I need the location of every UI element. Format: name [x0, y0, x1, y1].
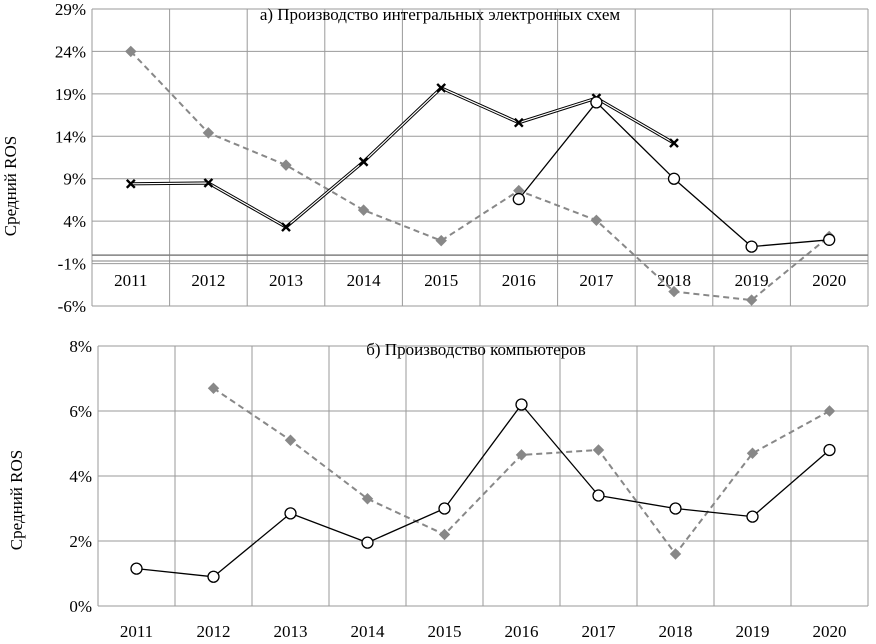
- data-point: [590, 214, 603, 227]
- data-point: [669, 502, 682, 515]
- data-point: [438, 502, 451, 515]
- data-point: [590, 96, 603, 109]
- series-2: [125, 83, 679, 232]
- y-tick-label: 29%: [55, 0, 86, 19]
- panel-b-title: б) Производство компьютеров: [366, 340, 586, 359]
- panel-b-x-ticks: 2011 2012 2013 2014 2015 2016 2017 2018 2019 2020: [120, 622, 847, 641]
- data-point: [284, 434, 297, 446]
- x-tick-label: 2015: [424, 271, 458, 290]
- y-tick-label: 4%: [69, 467, 92, 486]
- data-point: [823, 443, 836, 457]
- x-tick-label: 2020: [813, 622, 847, 639]
- panel-a-y-axis-label: Средний ROS: [1, 136, 20, 236]
- series-line: [136, 403, 830, 578]
- x-tick-label: 2017: [579, 271, 614, 290]
- y-tick-label: 9%: [63, 170, 86, 189]
- data-point: [823, 233, 836, 246]
- data-point: [515, 449, 528, 461]
- data-point: [130, 562, 143, 575]
- x-tick-label: 2015: [428, 622, 462, 639]
- data-point: [667, 172, 681, 185]
- panel-a: -6%-1%4%9%14%19%24%29% 2011 2012 2013 2014 2…: [1, 0, 869, 316]
- panel-a-grid: [91, 8, 869, 307]
- data-point: [746, 510, 759, 523]
- x-tick-label: 2013: [269, 271, 303, 290]
- data-point: [513, 117, 524, 128]
- panel-a-y-ticks: -6% -1% 4% 9% 14% 19% 24% 29%: [55, 0, 86, 316]
- data-point: [357, 204, 370, 216]
- y-tick-label: 6%: [69, 402, 92, 421]
- data-point: [358, 156, 369, 167]
- panel-b-y-axis-label: Средний ROS: [7, 450, 26, 550]
- series-2: [130, 398, 836, 583]
- y-tick-label: 4%: [63, 212, 86, 231]
- data-point: [125, 45, 137, 58]
- data-point: [515, 398, 528, 411]
- x-tick-label: 2014: [347, 271, 382, 290]
- data-point: [203, 178, 214, 188]
- data-point: [746, 447, 759, 459]
- y-tick-label: 8%: [69, 337, 92, 356]
- data-point: [512, 192, 525, 206]
- data-point: [435, 234, 447, 247]
- series-1: [125, 45, 835, 306]
- y-tick-label: -1%: [58, 255, 86, 274]
- x-tick-label: 2016: [505, 622, 539, 639]
- x-tick-label: 2019: [735, 271, 769, 290]
- data-point: [669, 548, 682, 560]
- data-point: [592, 444, 605, 456]
- data-point: [438, 528, 451, 541]
- data-point: [284, 507, 297, 520]
- panel-a-series: [125, 45, 836, 306]
- x-tick-label: 2019: [736, 622, 770, 639]
- data-point: [592, 489, 605, 502]
- x-tick-label: 2011: [120, 622, 153, 639]
- data-point: [361, 493, 374, 505]
- y-tick-label: 0%: [69, 597, 92, 616]
- panel-a-title: а) Производство интегральных электронных…: [260, 5, 621, 24]
- x-tick-label: 2013: [274, 622, 308, 639]
- data-point: [281, 222, 291, 232]
- panel-b-y-ticks: 0% 2% 4% 6% 8%: [69, 337, 92, 616]
- x-tick-label: 2018: [659, 622, 693, 639]
- data-point: [436, 83, 447, 93]
- series-line: [130, 50, 830, 302]
- x-tick-label: 2017: [582, 622, 617, 639]
- data-point: [280, 159, 292, 171]
- x-tick-label: 2012: [191, 271, 225, 290]
- data-point: [823, 405, 836, 417]
- series-line-inner: [130, 87, 675, 228]
- y-tick-label: 24%: [55, 42, 86, 61]
- data-point: [669, 138, 679, 148]
- data-point: [745, 240, 758, 253]
- data-point: [745, 294, 758, 306]
- x-tick-label: 2011: [114, 271, 147, 290]
- panel-b: 0%2%4%6%8% 2011 2012 2013 2014 2015 2016 2017 2…: [7, 337, 869, 641]
- data-point: [207, 382, 220, 394]
- y-tick-label: 19%: [55, 85, 86, 104]
- x-tick-label: 2012: [197, 622, 231, 639]
- y-tick-label: 14%: [55, 127, 86, 146]
- data-point: [668, 285, 680, 298]
- y-tick-label: 2%: [69, 532, 92, 551]
- y-tick-label: -6%: [58, 297, 86, 316]
- x-tick-label: 2020: [812, 271, 846, 290]
- x-tick-label: 2016: [502, 271, 536, 290]
- series-line: [212, 387, 830, 555]
- data-point: [202, 127, 215, 139]
- series-3: [512, 96, 836, 253]
- panel-b-grid: [97, 345, 869, 607]
- panel-a-x-ticks: 2011 2012 2013 2014 2015 2016 2017 2018 2019 2020: [114, 271, 846, 290]
- data-point: [361, 536, 374, 549]
- series-1: [207, 382, 836, 560]
- panel-b-series: [130, 382, 836, 583]
- data-point: [125, 178, 136, 189]
- data-point: [207, 570, 220, 583]
- x-tick-label: 2018: [657, 271, 691, 290]
- x-tick-label: 2014: [351, 622, 386, 639]
